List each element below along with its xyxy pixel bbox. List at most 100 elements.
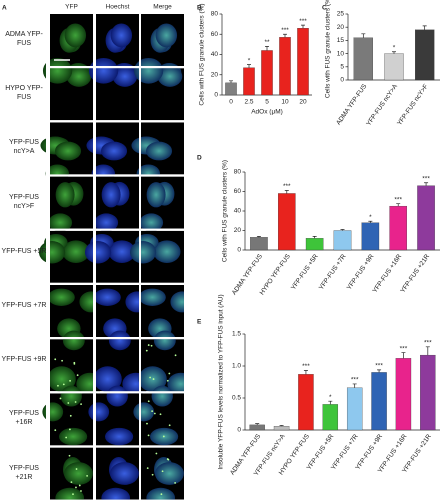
- y-tick-label: 15: [337, 37, 345, 44]
- error-bar: [229, 80, 233, 83]
- error-bar: [396, 203, 401, 207]
- granule: [160, 493, 163, 496]
- bar: [333, 230, 352, 251]
- bar: [250, 237, 268, 251]
- column-header: Merge: [153, 4, 172, 11]
- nucleus: [106, 385, 128, 407]
- nucleus: [101, 182, 121, 208]
- nucleus: [108, 330, 131, 351]
- nucleus: [66, 65, 92, 87]
- nucleus: [47, 366, 76, 392]
- gutter: [46, 66, 186, 69]
- cells: [55, 454, 93, 500]
- significance: ***: [351, 377, 359, 384]
- x-tick-label: ADMA YFP-FUS: [335, 83, 369, 127]
- granule: [159, 413, 162, 416]
- x-tick-label: YFP-FUS +9R: [346, 253, 376, 291]
- y-tick-label: 60: [234, 188, 242, 195]
- error-bar: [340, 229, 345, 231]
- nucleus: [54, 141, 82, 161]
- granule: [155, 452, 158, 455]
- panel-letter: E: [197, 319, 202, 326]
- error-bar: [422, 25, 427, 30]
- cells: [93, 330, 150, 396]
- nucleus: [110, 23, 133, 48]
- granule: [162, 435, 165, 438]
- cells: [48, 181, 84, 232]
- granule: [168, 372, 171, 375]
- nucleus: [62, 240, 90, 263]
- granule: [76, 374, 79, 377]
- error-bar: [255, 423, 260, 425]
- gutter: [46, 445, 186, 448]
- gutter: [46, 228, 186, 231]
- y-tick-label: 10: [337, 50, 345, 57]
- bar: [346, 387, 363, 431]
- panel-letter: C: [322, 5, 327, 12]
- error-bar: [265, 46, 269, 51]
- significance: ***: [375, 363, 383, 370]
- significance: ***: [400, 345, 408, 352]
- nucleus: [153, 240, 181, 263]
- gutter: [46, 174, 186, 177]
- cells: [139, 181, 175, 232]
- granule: [147, 344, 150, 346]
- significance: *: [329, 394, 332, 401]
- gutter: [46, 0, 186, 14]
- granule: [153, 412, 156, 415]
- nucleus: [64, 23, 87, 48]
- error-bar: [283, 33, 287, 38]
- y-tick-label: 0: [237, 427, 241, 434]
- granule: [174, 482, 177, 484]
- granule: [54, 429, 57, 432]
- significance: ***: [422, 175, 430, 182]
- nucleus: [145, 141, 173, 161]
- granule: [54, 358, 57, 361]
- nucleus: [139, 213, 164, 232]
- nucleus: [133, 402, 155, 422]
- nucleus: [93, 288, 121, 306]
- row-label: YFP-FUS ncY>A: [9, 139, 39, 156]
- y-tick-label: 40: [211, 51, 219, 58]
- granule: [72, 493, 74, 496]
- bar: [353, 37, 373, 81]
- bar: [395, 358, 412, 431]
- y-tick-label: 0: [340, 77, 344, 84]
- row-label: YFP-FUS +7R: [1, 302, 47, 309]
- gutter: [46, 337, 186, 340]
- bar: [371, 372, 387, 431]
- bar: [243, 67, 255, 96]
- y-axis-label: Cells with FUS granule clusters (%): [199, 3, 206, 105]
- x-tick-label: YFP-FUS ncY>F: [396, 83, 430, 127]
- bar: [298, 374, 314, 431]
- x-tick-label: 20: [299, 99, 307, 106]
- cells: [59, 23, 87, 53]
- granule: [151, 473, 154, 476]
- error-bar: [401, 352, 406, 359]
- column-header: Hoechst: [106, 4, 130, 11]
- granule: [168, 424, 171, 427]
- granule: [167, 458, 170, 461]
- bar: [305, 238, 324, 251]
- nucleus: [151, 385, 173, 407]
- nucleus: [105, 427, 134, 446]
- error-bar: [368, 220, 373, 223]
- x-tick-label: YFP-FUS +16R: [372, 253, 404, 294]
- y-tick-label: 40: [234, 208, 242, 215]
- x-axis-label: AdOx (μM): [251, 109, 283, 116]
- nucleus: [47, 288, 75, 306]
- error-bar: [377, 369, 382, 373]
- x-tick-label: YFP-FUS ncY>A: [365, 83, 399, 128]
- row-label: YFP-FUS +9R: [1, 356, 47, 364]
- error-bar: [424, 182, 429, 186]
- granule: [149, 376, 152, 379]
- significance: ***: [302, 363, 310, 370]
- y-tick-label: 25: [337, 11, 345, 18]
- nucleus: [155, 23, 178, 48]
- nucleus: [133, 57, 164, 84]
- column-header: YFP: [65, 4, 78, 11]
- granule: [67, 402, 70, 404]
- granule: [57, 384, 59, 387]
- error-bar: [361, 33, 366, 38]
- granule: [146, 422, 148, 425]
